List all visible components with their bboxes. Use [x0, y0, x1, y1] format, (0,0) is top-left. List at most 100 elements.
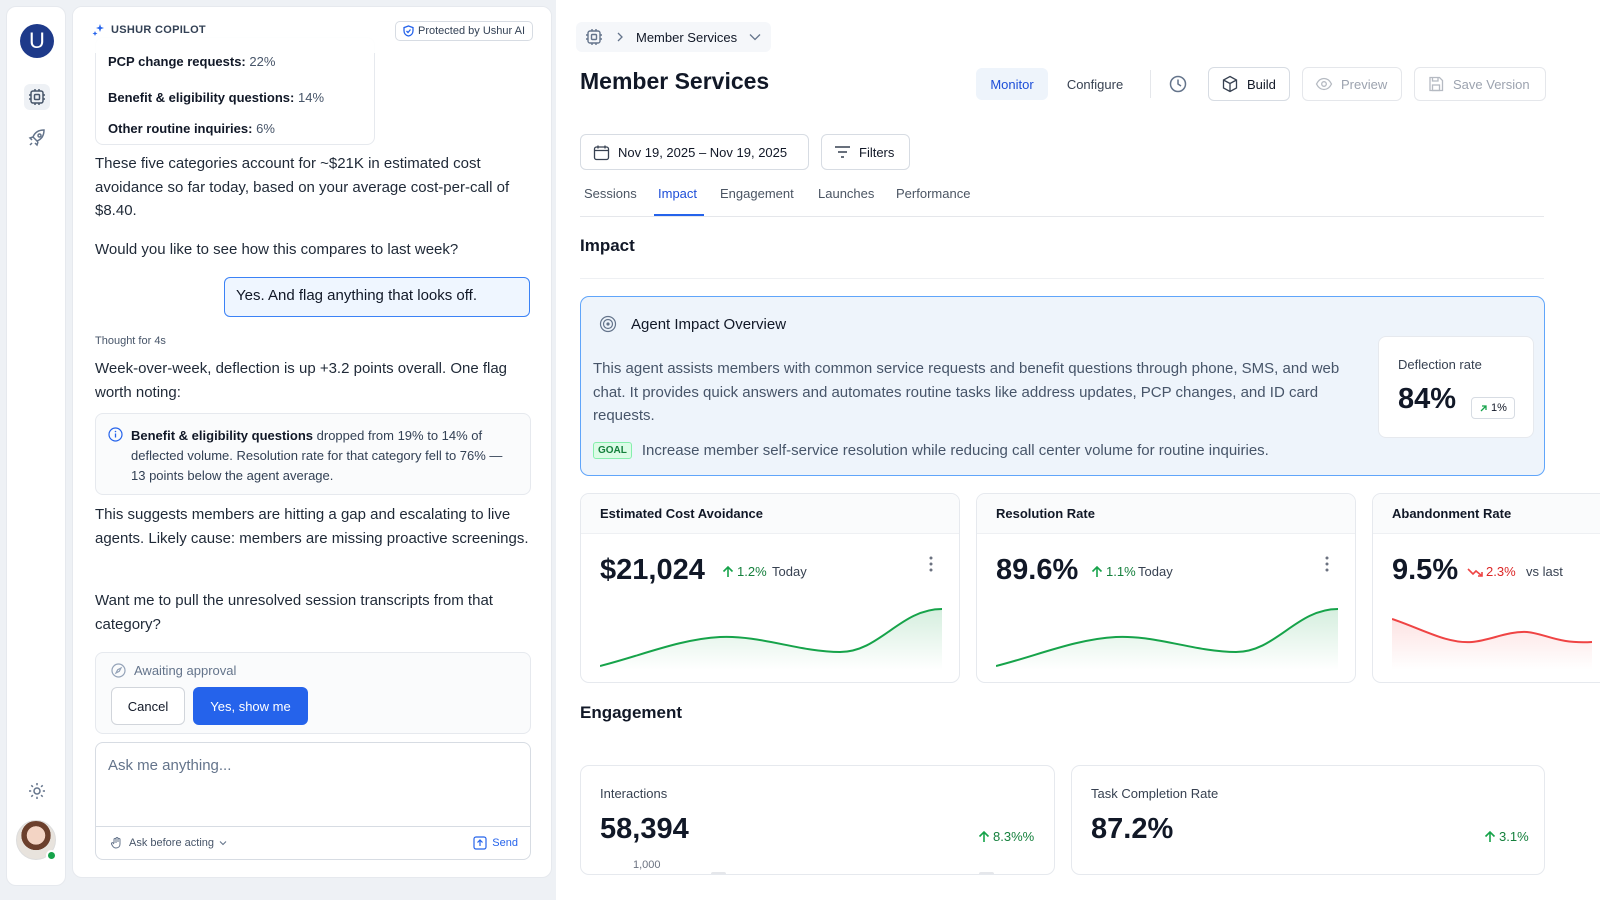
category-row: Other routine inquiries: 6%: [108, 121, 275, 136]
calendar-icon: [593, 145, 610, 160]
section-tabs: Sessions Impact Engagement Launches Perf…: [580, 184, 1544, 217]
copilot-panel: PCP change requests: 22% Benefit & eligi…: [72, 6, 552, 878]
approval-status: Awaiting approval: [134, 663, 237, 678]
divider: [580, 278, 1544, 279]
date-range-picker[interactable]: Nov 19, 2025 – Nov 19, 2025: [580, 134, 809, 170]
preview-label: Preview: [1341, 76, 1388, 92]
copilot-brand: USHUR COPILOT: [91, 23, 206, 37]
category-breakdown: PCP change requests: 22% Benefit & eligi…: [95, 37, 375, 145]
metric-value: 87.2%: [1091, 813, 1174, 845]
metric-delta: 8.3%%: [978, 829, 1034, 844]
agent-chip-icon[interactable]: [24, 84, 50, 110]
shield-icon: [403, 25, 414, 37]
settings-gear-icon[interactable]: [24, 778, 50, 804]
build-label: Build: [1247, 76, 1276, 92]
kpi-title: Estimated Cost Avoidance: [581, 494, 959, 534]
send-label: Send: [492, 837, 518, 849]
assistant-message: This suggests members are hitting a gap …: [95, 506, 529, 547]
rocket-icon[interactable]: [24, 125, 50, 151]
interactions-card: Interactions 58,394 8.3%% 1,000: [580, 765, 1055, 875]
kpi-period: vs last: [1526, 564, 1563, 579]
assistant-message: Want me to pull the unresolved session t…: [95, 592, 493, 633]
tab-impact[interactable]: Impact: [658, 186, 698, 201]
metric-delta-value: 8.3%%: [993, 829, 1035, 844]
thought-duration[interactable]: Thought for 4s: [95, 335, 166, 347]
assistant-message: These five categories account for ~$21K …: [95, 155, 510, 219]
tab-monitor[interactable]: Monitor: [976, 68, 1048, 100]
goal-row: GOAL Increase member self-service resolu…: [593, 442, 1269, 459]
kpi-delta-value: 2.3%: [1486, 564, 1516, 579]
kpi-delta: 2.3%: [1467, 564, 1516, 579]
kebab-menu-icon[interactable]: [1325, 556, 1329, 572]
user-message: Yes. And flag anything that looks off.: [224, 277, 530, 317]
kpi-card-abandonment-rate: Abandonment Rate 9.5% 2.3% vs last: [1372, 493, 1600, 683]
goal-badge: GOAL: [593, 442, 632, 459]
tab-performance[interactable]: Performance: [896, 186, 971, 201]
user-avatar[interactable]: [16, 820, 56, 860]
online-status-dot: [46, 850, 57, 861]
composer: Ask me anything... Ask before acting Sen…: [95, 742, 531, 860]
assistant-message: Week-over-week, deflection is up +3.2 po…: [95, 360, 508, 401]
save-version-button[interactable]: Save Version: [1414, 67, 1546, 101]
kpi-delta: 1.1%: [1091, 564, 1136, 579]
flag-text: dropped from 19% to 14% of deflected vol…: [131, 428, 503, 483]
kebab-menu-icon[interactable]: [929, 556, 933, 572]
kpi-title: Resolution Rate: [977, 494, 1355, 534]
arrow-up-right-icon: [1480, 404, 1487, 411]
metric-label: Task Completion Rate: [1091, 786, 1219, 801]
chevron-down-icon[interactable]: [749, 33, 761, 41]
target-icon: [599, 315, 617, 333]
chevron-down-icon: [219, 841, 227, 846]
agent-chip-icon[interactable]: [584, 27, 604, 47]
cancel-button[interactable]: Cancel: [111, 687, 185, 725]
ushur-logo[interactable]: U: [20, 24, 54, 58]
filters-button[interactable]: Filters: [821, 134, 910, 170]
flag-category: Benefit & eligibility questions: [131, 428, 314, 443]
info-icon: [108, 427, 123, 442]
category-row: Benefit & eligibility questions: 14%: [108, 90, 325, 105]
confirm-button[interactable]: Yes, show me: [193, 687, 308, 725]
arrow-up-icon: [978, 830, 990, 842]
kpi-period: Today: [1138, 564, 1173, 579]
approval-card: Awaiting approval Cancel Yes, show me: [95, 652, 531, 734]
sparkline: [996, 608, 1338, 670]
breadcrumb-agent[interactable]: Member Services: [636, 29, 738, 45]
history-icon[interactable]: [1168, 74, 1188, 94]
kpi-title: Abandonment Rate: [1373, 494, 1600, 534]
arrow-up-icon: [1091, 565, 1103, 577]
copilot-header: USHUR COPILOT Protected by Ushur AI: [73, 7, 551, 53]
sparkline: [1392, 618, 1593, 670]
category-row: PCP change requests: 22%: [108, 54, 276, 69]
kpi-value: 89.6%: [996, 554, 1079, 586]
protected-label: Protected by Ushur AI: [418, 25, 525, 37]
breadcrumb: Member Services: [576, 22, 772, 52]
copilot-title: USHUR COPILOT: [111, 24, 206, 36]
ask-mode-dropdown[interactable]: Ask before acting: [110, 836, 227, 850]
send-icon: [473, 836, 487, 850]
overview-description: This agent assists members with common s…: [593, 360, 1340, 424]
app-rail: U: [6, 6, 66, 886]
arrow-up-icon: [1484, 830, 1496, 842]
chart-bar: [979, 872, 994, 874]
kpi-delta-value: 1.1%: [1106, 564, 1136, 579]
impact-heading: Impact: [580, 236, 635, 255]
ask-input[interactable]: Ask me anything...: [96, 743, 530, 827]
tab-configure[interactable]: Configure: [1066, 76, 1124, 92]
deflection-label: Deflection rate: [1398, 357, 1482, 372]
agent-impact-overview: Agent Impact Overview This agent assists…: [580, 296, 1545, 476]
tab-launches[interactable]: Launches: [818, 186, 875, 201]
tab-engagement[interactable]: Engagement: [720, 186, 794, 201]
save-version-label: Save Version: [1453, 76, 1530, 92]
page-title: Member Services: [580, 68, 770, 94]
filter-icon: [835, 146, 850, 158]
send-button[interactable]: Send: [473, 836, 518, 850]
chevron-right-icon: [617, 32, 623, 42]
kpi-delta: 1.2%: [722, 564, 767, 579]
preview-button[interactable]: Preview: [1302, 67, 1402, 101]
divider: [1150, 70, 1151, 98]
kpi-value: $21,024: [600, 554, 705, 586]
sparkline: [600, 608, 942, 670]
tab-sessions[interactable]: Sessions: [584, 186, 637, 201]
trend-down-icon: [1467, 567, 1483, 577]
build-button[interactable]: Build: [1208, 67, 1290, 101]
